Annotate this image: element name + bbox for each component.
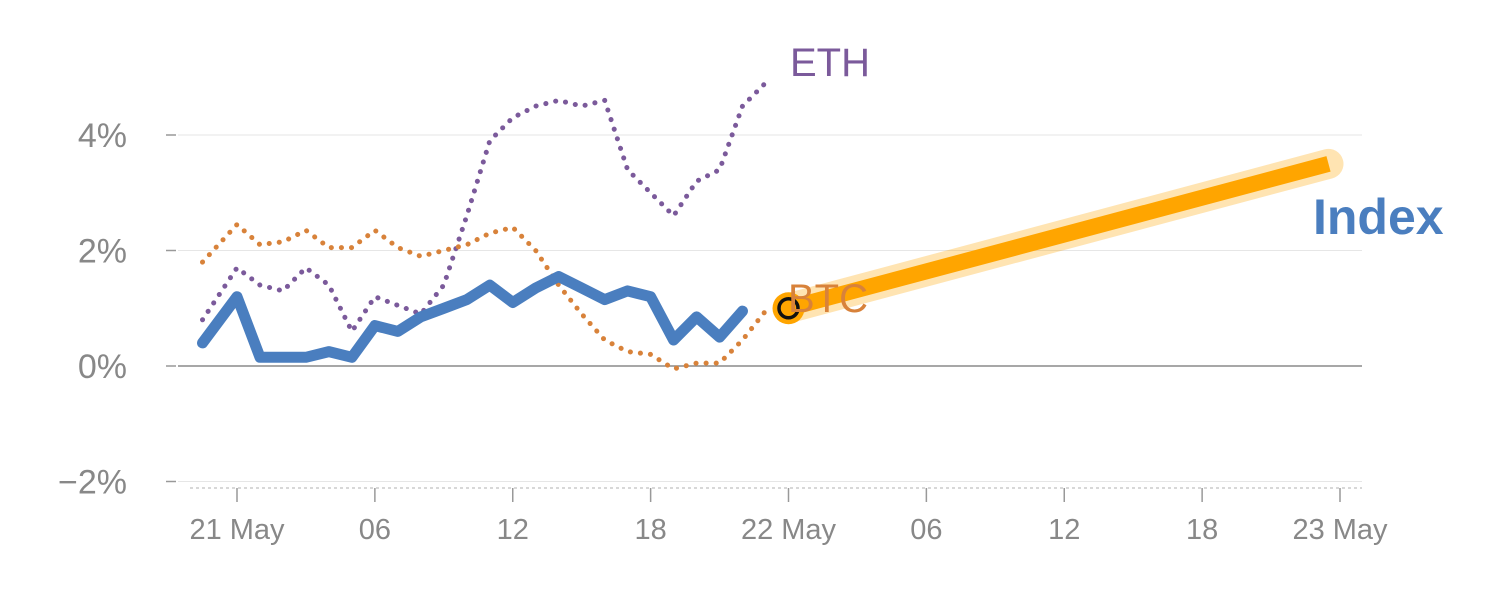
x-tick-label: 12	[497, 514, 529, 546]
series-lines	[197, 80, 768, 372]
axes: −2% 0% 2% 4% 21 May 06 12 18 22 May 06 12 18 23 May	[58, 117, 1388, 546]
y-tick-label: −2%	[58, 464, 127, 502]
y-tick-label: 4%	[78, 117, 127, 155]
gridlines	[178, 134, 1362, 482]
x-tick-label: 18	[634, 514, 666, 546]
x-tick-label: 22 May	[741, 514, 837, 546]
projection-line	[786, 156, 1331, 316]
x-tick-label: 06	[910, 514, 942, 546]
x-tick-label: 18	[1186, 514, 1218, 546]
current-marker-dot	[777, 297, 800, 320]
series-label-btc: BTC	[788, 277, 868, 321]
series-labels: ETH BTC Index	[788, 41, 1444, 321]
series-line-eth	[200, 80, 768, 334]
x-tick-label: 12	[1048, 514, 1080, 546]
x-tick-label: 23 May	[1292, 514, 1388, 546]
x-tick-label: 21 May	[189, 514, 285, 546]
series-line-btc	[200, 222, 768, 372]
series-label-index: Index	[1313, 189, 1444, 245]
projection	[772, 148, 1344, 325]
series-label-eth: ETH	[790, 41, 870, 85]
y-tick-label: 0%	[78, 348, 127, 386]
series-line-index	[197, 271, 748, 363]
y-tick-label: 2%	[78, 233, 127, 271]
x-tick-label: 06	[359, 514, 391, 546]
